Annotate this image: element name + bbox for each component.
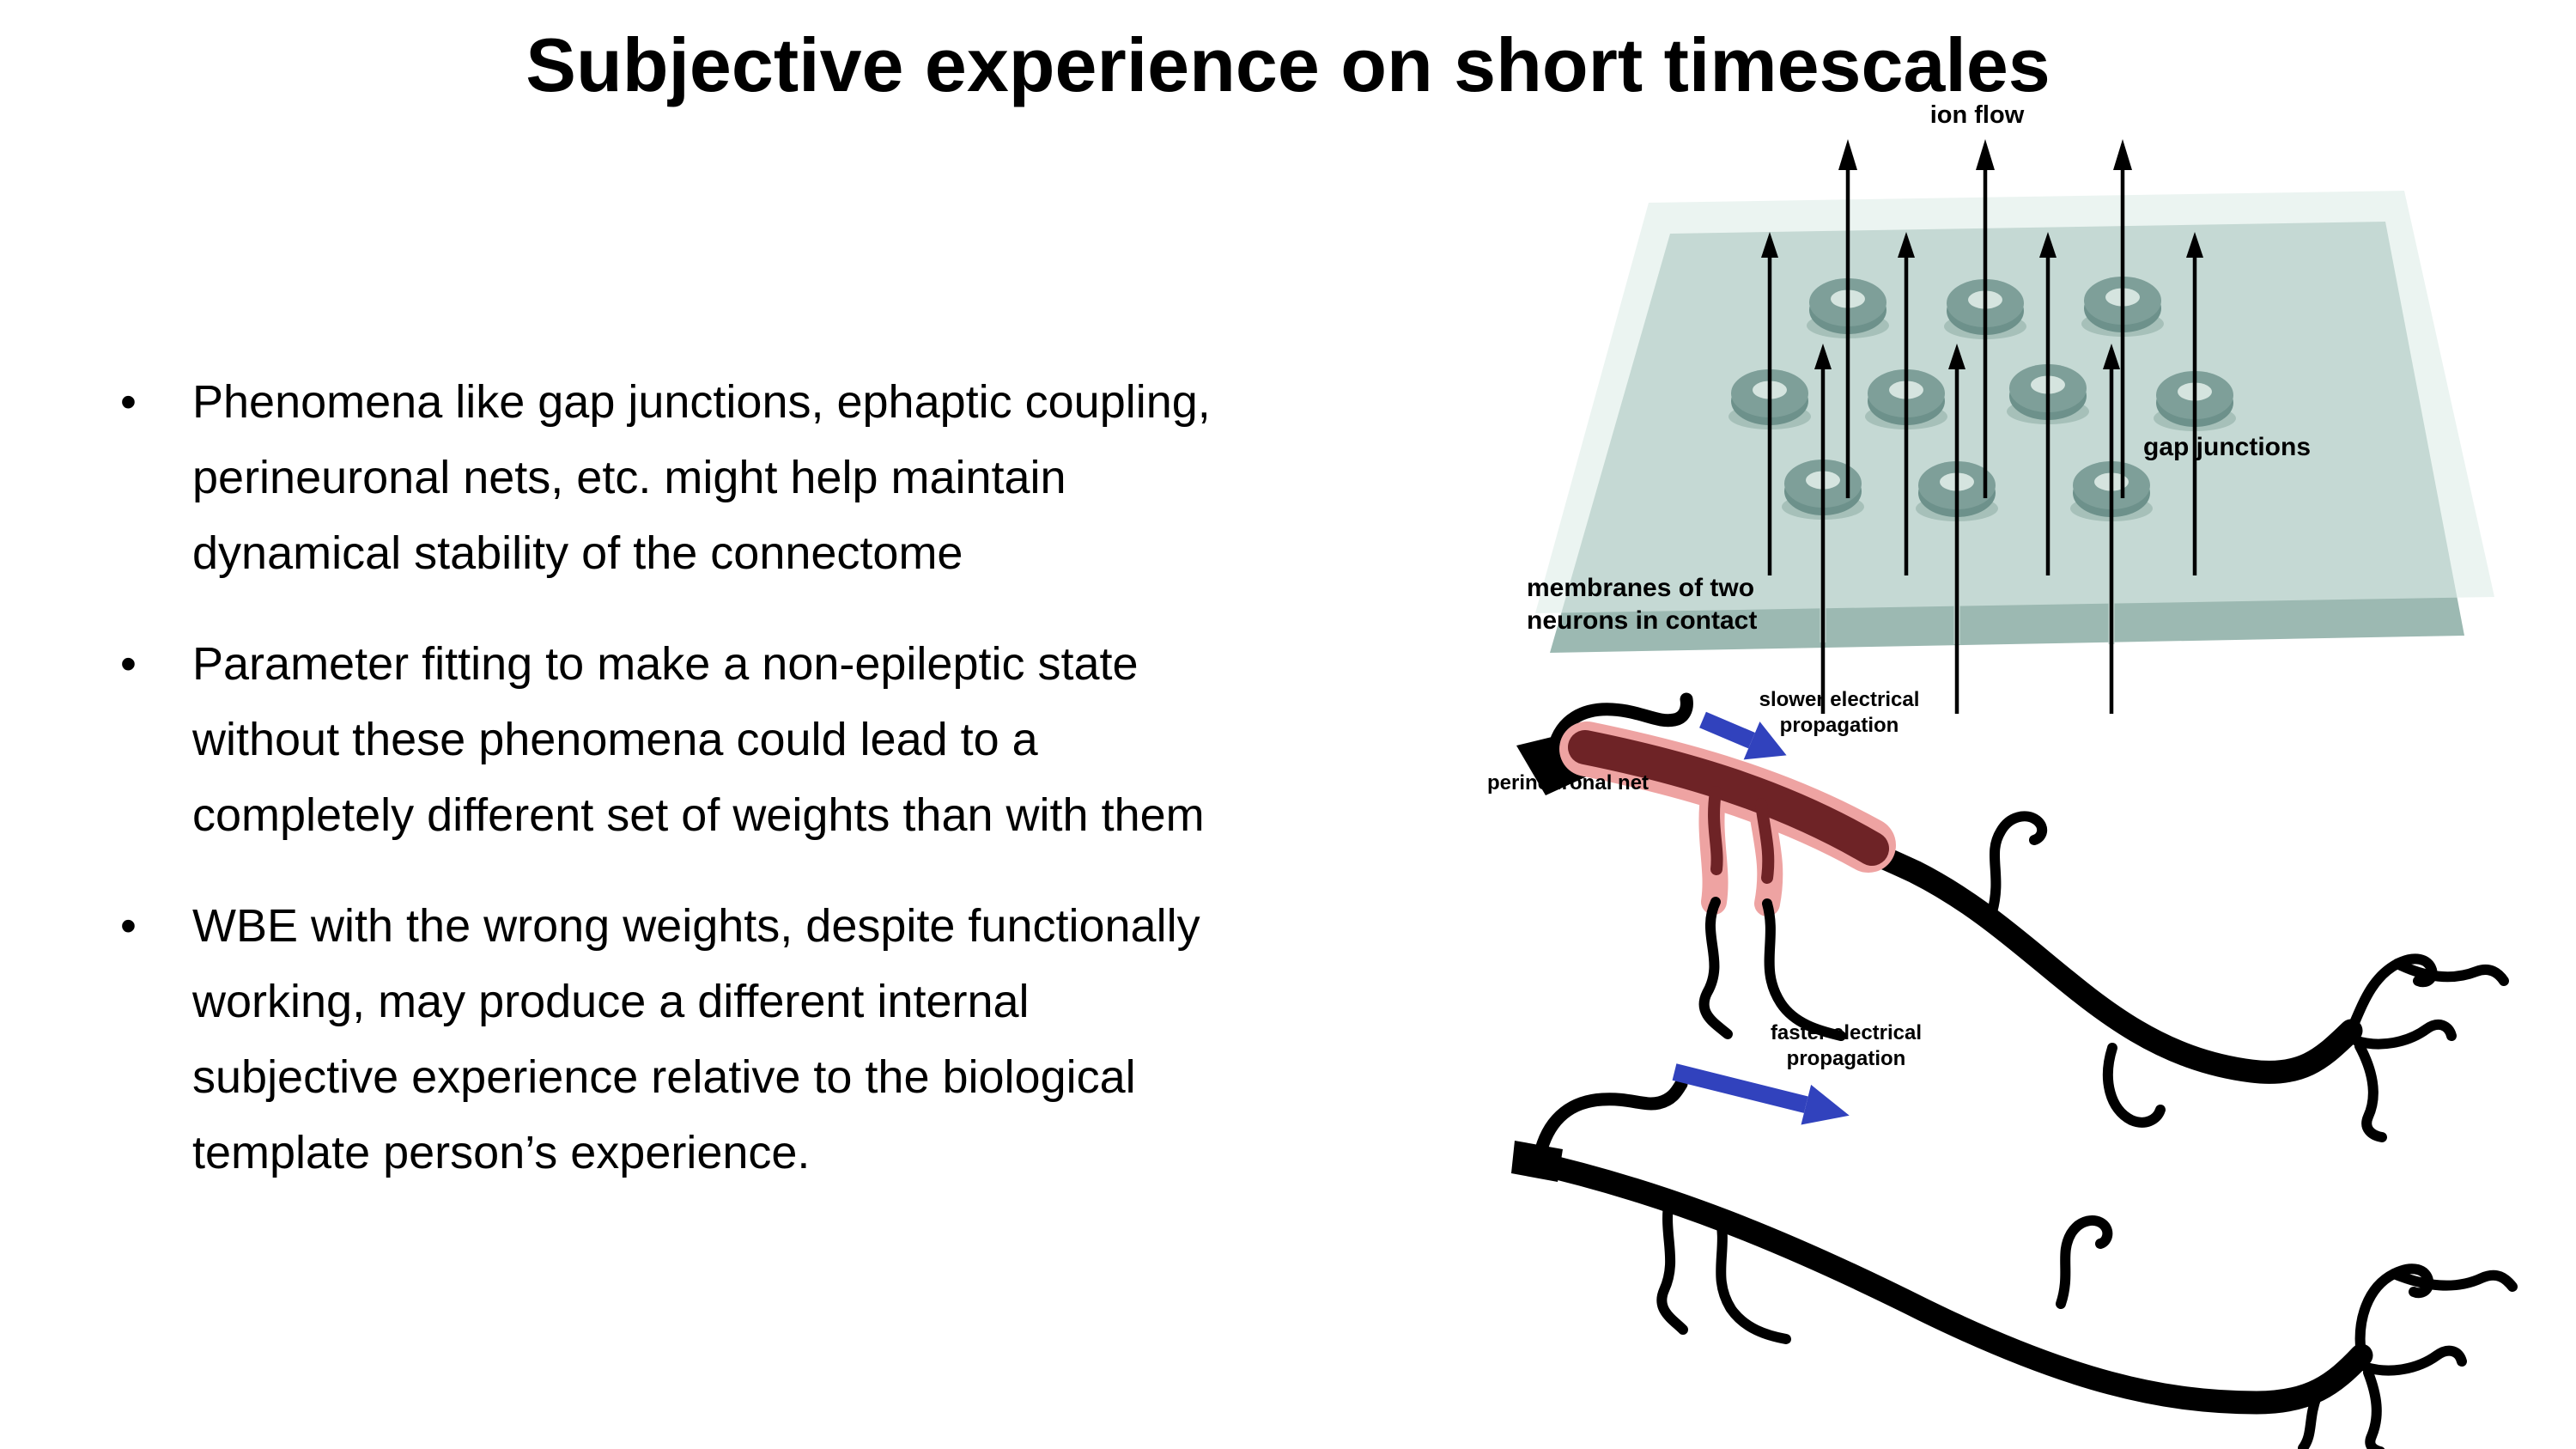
ion-flow-arrow: [2039, 232, 2057, 575]
bullet-text: Phenomena like gap junctions, ephaptic c…: [192, 376, 1211, 579]
axon: [1516, 1149, 2373, 1415]
dendrite-branch: [2102, 1043, 2166, 1128]
dendrite-branch: [1987, 811, 2048, 917]
ion-flow-arrow: [1948, 344, 1965, 714]
ion-flow-arrow: [1814, 344, 1832, 714]
perineuronal-net-label: perineuronal net: [1487, 771, 1649, 795]
bullet-list: Phenomena like gap junctions, ephaptic c…: [120, 364, 1460, 1226]
slide-title: Subjective experience on short timescale…: [526, 22, 2050, 107]
ion-flow-label: ion flow: [1929, 101, 2025, 129]
ion-flow-arrow: [1898, 232, 1915, 575]
bullet-item: Phenomena like gap junctions, ephaptic c…: [120, 364, 1460, 591]
dendrite-branch: [2056, 1215, 2113, 1309]
bullet-text: WBE with the wrong weights, despite func…: [192, 900, 1200, 1178]
perineuronal-net-sheath: [1559, 721, 1896, 916]
terminal-branches: [2346, 953, 2509, 1142]
neuron-slow-diagram: slower electrical propagation perineuron…: [1487, 687, 2509, 1168]
bullet-item: Parameter fitting to make a non-epilepti…: [120, 626, 1460, 853]
bullet-item: WBE with the wrong weights, despite func…: [120, 888, 1460, 1190]
bullet-text: Parameter fitting to make a non-epilepti…: [192, 638, 1205, 841]
ion-flow-arrow: [1838, 139, 1857, 498]
dendrite-branch: [1762, 898, 1846, 1041]
dendrite-branch: [1714, 1209, 1791, 1344]
slower-propagation-label: slower electrical propagation: [1759, 688, 1920, 737]
ion-flow-arrow: [1976, 139, 1995, 498]
faster-propagation-label: faster electrical propagation: [1770, 1021, 1923, 1070]
dendrite-branch: [1656, 1190, 1688, 1335]
gap-junction-diagram: ion flow gap junctions membranes of two …: [1520, 94, 2507, 730]
dendrite-branch: [1698, 897, 1733, 1039]
neuron-fast-diagram: faster electrical propagation: [1511, 1014, 2576, 1449]
gap-junction-illustration: [1535, 139, 2494, 714]
gap-junctions-label: gap junctions: [2143, 433, 2311, 461]
membranes-label: membranes of two neurons in contact: [1527, 574, 1758, 635]
ion-flow-arrow: [2186, 232, 2203, 575]
ion-flow-arrows: [1761, 139, 2203, 714]
neuron-slow-illustration: [1516, 692, 2509, 1142]
terminal-branches: [2298, 1263, 2518, 1449]
neuron-fast-illustration: [1511, 1063, 2518, 1449]
propagation-arrow: [1672, 1063, 1850, 1125]
dendrite-branch: [1534, 1077, 1688, 1156]
propagation-arrow: [1699, 711, 1787, 760]
ion-flow-arrow: [2113, 139, 2132, 498]
dendrite-branch: [1547, 692, 1693, 754]
ion-flow-arrow: [2103, 344, 2120, 714]
ion-flow-arrow: [1761, 232, 1778, 575]
